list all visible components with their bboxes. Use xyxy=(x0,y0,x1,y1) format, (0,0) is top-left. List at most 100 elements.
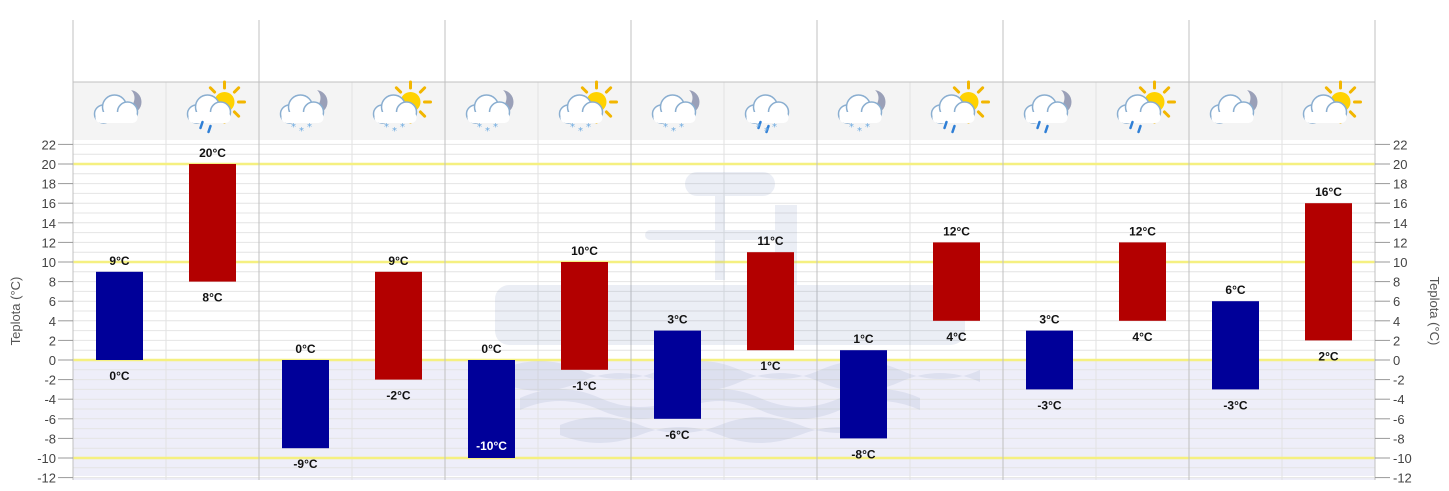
snowflake: * xyxy=(570,122,575,133)
night-max-label: 1°C xyxy=(853,332,873,346)
cloud-shape xyxy=(186,94,232,124)
sun-ray xyxy=(1162,110,1171,118)
cloud-base xyxy=(467,112,510,123)
right-tick-label: 10 xyxy=(1393,255,1407,270)
snowflake: * xyxy=(764,126,769,137)
day-max-label: 11°C xyxy=(757,234,783,248)
snowflake: * xyxy=(477,122,482,133)
left-tick-label: -8 xyxy=(44,431,56,446)
snowflake: * xyxy=(849,122,854,133)
right-tick-label: 12 xyxy=(1393,235,1407,250)
cloud-moon-snow-icon: * * * xyxy=(651,87,700,137)
sun-ray xyxy=(604,86,613,94)
right-axis-title: Teplota (°C) xyxy=(1427,277,1442,346)
night-temperature-bar xyxy=(468,360,515,458)
day-max-label: 12°C xyxy=(1129,224,1156,238)
right-tick-label: 8 xyxy=(1393,275,1400,290)
day-max-label: 20°C xyxy=(199,146,226,160)
left-tick-label: -2 xyxy=(44,373,56,388)
left-tick-label: -4 xyxy=(44,392,56,407)
right-tick-label: 18 xyxy=(1393,177,1407,192)
raindrop xyxy=(1044,124,1049,134)
right-tick-label: -4 xyxy=(1393,392,1405,407)
cloud-shape xyxy=(93,94,139,124)
right-tick-label: -6 xyxy=(1393,412,1405,427)
day-min-label: 1°C xyxy=(760,359,780,373)
cloud-base xyxy=(932,112,975,123)
right-tick-label: -8 xyxy=(1393,431,1405,446)
right-tick-label: -2 xyxy=(1393,373,1405,388)
left-tick-label: 14 xyxy=(42,216,56,231)
day-min-label: 2°C xyxy=(1318,349,1338,363)
night-max-label: 0°C xyxy=(481,342,501,356)
snowflake: * xyxy=(679,122,684,133)
cloud-base xyxy=(1118,112,1161,123)
cloud-base xyxy=(560,112,603,123)
cloud-shape xyxy=(1209,94,1255,124)
cloud-sun-snow-icon: * * * xyxy=(558,80,618,137)
left-tick-label: 20 xyxy=(42,157,56,172)
cloud-base xyxy=(188,112,231,123)
cloud-shape xyxy=(1116,94,1162,124)
cloud-shape xyxy=(558,94,604,124)
left-tick-label: 6 xyxy=(49,294,56,309)
left-tick-label: 8 xyxy=(49,275,56,290)
snowflake: * xyxy=(307,122,312,133)
cloud-base xyxy=(653,112,696,123)
night-min-label: -10°C xyxy=(476,439,507,453)
day-min-label: 4°C xyxy=(946,330,966,344)
cloud-sun-rain-icon xyxy=(1116,80,1176,134)
left-tick-label: -6 xyxy=(44,412,56,427)
cloud-moon-snow-icon: * * * xyxy=(837,87,886,137)
sun-ray xyxy=(1324,86,1333,94)
cloud-shape xyxy=(837,94,883,124)
left-tick-label: 0 xyxy=(49,353,56,368)
right-tick-label: 22 xyxy=(1393,137,1407,152)
night-temperature-bar xyxy=(96,271,143,360)
sun-ray xyxy=(976,86,985,94)
cloud-base xyxy=(281,112,324,123)
left-tick-label: 10 xyxy=(42,255,56,270)
cloud-sun-snow-icon: * * * xyxy=(372,80,432,137)
right-tick-label: 14 xyxy=(1393,216,1407,231)
raindrop xyxy=(1129,120,1134,130)
cloud-shape xyxy=(744,94,790,124)
snowflake: * xyxy=(671,126,676,137)
cloud-shape xyxy=(930,94,976,124)
snowflake: * xyxy=(865,122,870,133)
sun-ray xyxy=(1348,110,1357,118)
raindrop xyxy=(951,124,956,134)
snowflake: * xyxy=(493,122,498,133)
right-tick-label: 16 xyxy=(1393,196,1407,211)
day-temperature-bar xyxy=(375,271,422,380)
sun-cloud-icon xyxy=(1302,80,1362,124)
day-temperature-bar xyxy=(189,164,236,282)
cloud-moon-icon xyxy=(1209,87,1258,124)
cloud-shape xyxy=(1023,94,1069,124)
snowflake: * xyxy=(400,122,405,133)
raindrop xyxy=(1137,124,1142,134)
right-tick-label: -10 xyxy=(1393,451,1412,466)
cloud-rain-snow-icon: * * * xyxy=(744,94,790,137)
day-temperature-bar xyxy=(1119,242,1166,321)
sun-ray xyxy=(976,110,985,118)
night-temperature-bar xyxy=(282,360,329,449)
sun-ray xyxy=(952,86,961,94)
cloud-moon-rain-icon xyxy=(1023,87,1072,134)
raindrop xyxy=(1036,120,1041,130)
cloud-base xyxy=(1025,112,1068,123)
day-min-label: -1°C xyxy=(572,379,596,393)
cloud-moon-snow-icon: * * * xyxy=(279,87,328,137)
cloud-moon-snow-icon: * * * xyxy=(465,87,514,137)
day-min-label: -2°C xyxy=(386,389,410,403)
left-tick-label: 4 xyxy=(49,314,56,329)
left-axis-title: Teplota (°C) xyxy=(8,277,23,346)
raindrop xyxy=(757,120,762,130)
night-min-label: -9°C xyxy=(293,457,317,471)
cloud-shape xyxy=(279,94,325,124)
snowflake: * xyxy=(578,126,583,137)
left-tick-label: 18 xyxy=(42,177,56,192)
snowflake: * xyxy=(291,122,296,133)
cloud-base xyxy=(839,112,882,123)
